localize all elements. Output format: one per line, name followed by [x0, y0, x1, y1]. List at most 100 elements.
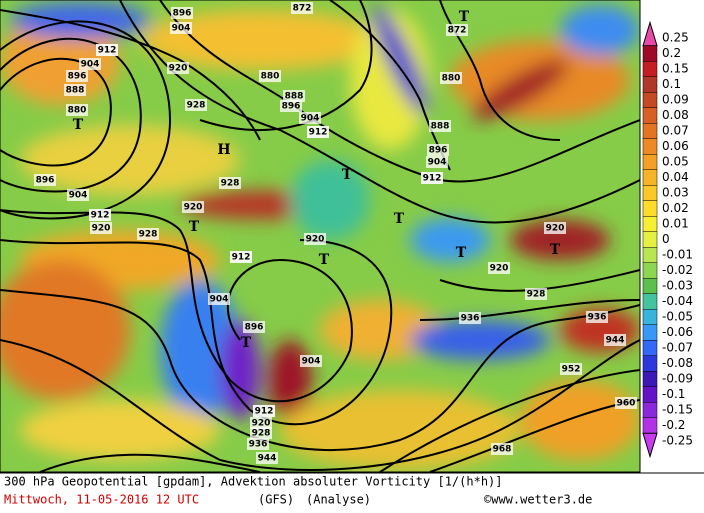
colorbar-label: -0.1	[662, 387, 685, 401]
colorbar-label: -0.07	[662, 341, 693, 355]
colorbar-segment	[642, 200, 658, 217]
contour-label: 896	[429, 146, 448, 156]
colorbar-segment	[642, 231, 658, 248]
contour-label-bg	[446, 24, 468, 36]
contour-label: 912	[255, 407, 274, 417]
colorbar-label: 0.05	[662, 155, 689, 169]
pressure-center: T	[342, 167, 353, 183]
contour-label: 904	[69, 191, 88, 201]
pressure-center: H	[217, 142, 230, 158]
pressure-center: T	[241, 335, 252, 351]
colorbar-segment	[642, 386, 658, 403]
footer-date: Mittwoch, 11-05-2016 12 UTC	[4, 493, 199, 507]
colorbar-label: 0.01	[662, 217, 689, 231]
contour-label-bg	[208, 293, 230, 305]
contour-label: 880	[261, 72, 280, 82]
colorbar-segment	[642, 417, 658, 434]
colorbar-label: -0.08	[662, 356, 693, 370]
contour-label: 904	[301, 114, 320, 124]
contour-label: 888	[66, 86, 85, 96]
contour-label-bg	[426, 156, 448, 168]
footer-model: (GFS)	[258, 493, 294, 507]
contour-label-bg	[560, 363, 582, 375]
contour-label-bg	[421, 172, 443, 184]
colorbar-label: -0.06	[662, 325, 693, 339]
contour-label-bg	[182, 201, 204, 213]
contour-label-bg	[307, 126, 329, 138]
colorbar-segment	[642, 293, 658, 310]
contour-label-bg	[253, 405, 275, 417]
contour-label: 912	[232, 253, 251, 263]
contour-label: 904	[210, 295, 229, 305]
contour-label: 936	[249, 440, 268, 450]
colorbar-segment	[642, 309, 658, 325]
contour-label: 920	[169, 64, 188, 74]
contour-label-bg	[604, 334, 626, 346]
colorbar-label: -0.02	[662, 263, 693, 277]
contour-label-bg	[299, 112, 321, 124]
contour-label: 912	[309, 128, 328, 138]
contour-label: 960	[617, 399, 636, 409]
colorbar-segment	[642, 169, 658, 186]
colorbar-segment	[642, 123, 658, 139]
contour-label-bg	[586, 311, 608, 323]
contour-label: 896	[245, 323, 264, 333]
contour-label: 952	[562, 365, 581, 375]
colorbar-label: -0.05	[662, 310, 693, 324]
contour-label: 920	[546, 224, 565, 234]
colorbar-segment	[642, 185, 658, 201]
colorbar-label: 0.09	[662, 93, 689, 107]
contour-label: 896	[173, 9, 192, 19]
contour-label-bg	[167, 62, 189, 74]
colorbar-label: 0.15	[662, 62, 689, 76]
contour-label-bg	[170, 22, 192, 34]
contour-label-bg	[247, 438, 269, 450]
colorbar-segment	[642, 371, 658, 387]
colorbar-label: 0.06	[662, 139, 689, 153]
contour-label-bg	[304, 233, 326, 245]
colorbar-label: -0.03	[662, 279, 693, 293]
colorbar-label: -0.2	[662, 418, 685, 432]
pressure-center: T	[189, 219, 200, 235]
contour-label-bg	[79, 58, 101, 70]
contour-label-bg	[64, 84, 86, 96]
contour-label: 872	[293, 4, 312, 14]
pressure-center: T	[550, 242, 561, 258]
contour-label-bg	[250, 427, 272, 439]
colorbar-segment	[642, 247, 658, 263]
contour-label: 936	[588, 313, 607, 323]
colorbar-segment	[642, 340, 658, 356]
contour-label: 912	[423, 174, 442, 184]
contour-label-bg	[250, 417, 272, 429]
contour-label-bg	[243, 321, 265, 333]
contour-label-bg	[89, 209, 111, 221]
colorbar-segment	[642, 107, 658, 124]
colorbar-label: 0	[662, 232, 670, 246]
colorbar-segment	[642, 355, 658, 372]
colorbar-segment	[642, 402, 658, 418]
contour-label: 920	[184, 203, 203, 213]
pressure-center: T	[319, 252, 330, 268]
colorbar-segment	[642, 45, 658, 62]
contour-label-bg	[280, 100, 302, 112]
colorbar-segment	[642, 216, 658, 232]
contour-label-bg	[525, 288, 547, 300]
contour-label: 904	[302, 357, 321, 367]
colorbar-segment	[642, 278, 658, 294]
colorbar-label: -0.01	[662, 248, 693, 262]
contour-label-bg	[488, 262, 510, 274]
contour-label-bg	[137, 228, 159, 240]
colorbar-arrow	[642, 20, 658, 47]
colorbar-label: 0.02	[662, 201, 689, 215]
contour-label-bg	[96, 44, 118, 56]
contour-label: 896	[68, 72, 87, 82]
map-frame	[0, 0, 641, 473]
colorbar-label: 0.07	[662, 124, 689, 138]
colorbar-label: 0.04	[662, 170, 689, 184]
contour-label: 904	[428, 158, 447, 168]
colorbar-segment	[642, 154, 658, 170]
contour-label-bg	[219, 177, 241, 189]
